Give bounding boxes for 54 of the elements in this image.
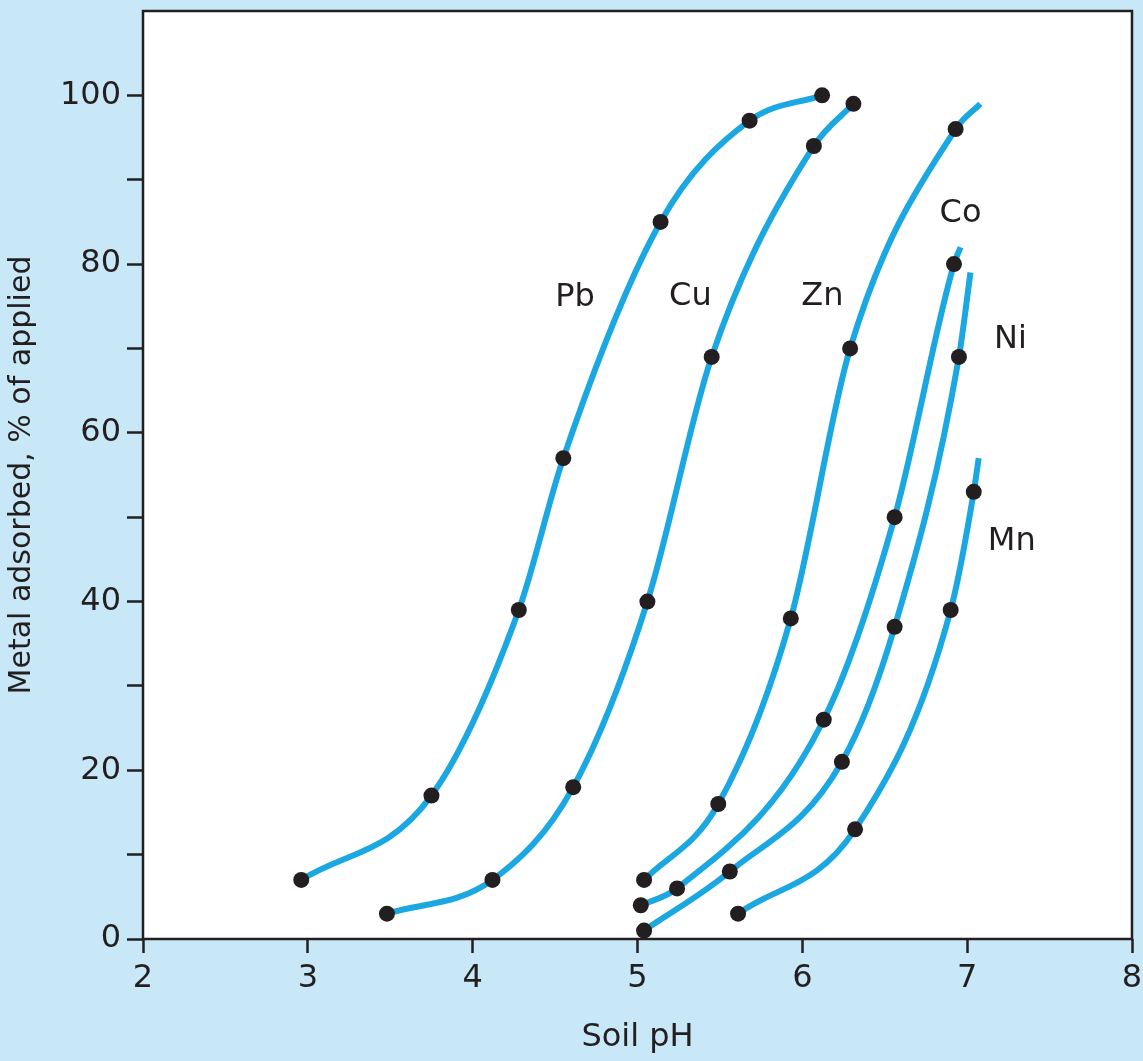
y-tick-label: 20 xyxy=(80,748,121,787)
point xyxy=(710,796,727,813)
point xyxy=(886,618,903,635)
point xyxy=(669,880,686,897)
series-label: Cu xyxy=(669,275,712,314)
point xyxy=(652,213,669,230)
y-tick-label: 0 xyxy=(100,917,121,956)
point xyxy=(945,256,962,273)
point xyxy=(423,787,440,804)
x-tick-label: 7 xyxy=(956,956,978,995)
series-label: Zn xyxy=(801,275,844,314)
point xyxy=(815,711,832,728)
point xyxy=(636,871,653,888)
point xyxy=(741,112,758,129)
series-label: Co xyxy=(939,191,982,230)
series-label: Ni xyxy=(994,317,1027,356)
point xyxy=(842,340,859,357)
y-axis-title: Metal adsorbed, % of applied xyxy=(1,255,37,695)
point xyxy=(942,601,959,618)
point xyxy=(293,871,310,888)
y-tick-label: 80 xyxy=(80,242,121,281)
point xyxy=(782,610,799,627)
series-label: Pb xyxy=(555,275,595,314)
point xyxy=(805,137,822,154)
point xyxy=(639,593,656,610)
point xyxy=(636,922,653,939)
x-tick-label: 6 xyxy=(792,956,813,995)
point xyxy=(814,87,831,104)
y-tick-label: 60 xyxy=(80,411,121,450)
point xyxy=(965,483,982,500)
point xyxy=(845,95,862,112)
x-tick-label: 8 xyxy=(1121,956,1143,995)
y-tick-label: 100 xyxy=(59,73,121,112)
point xyxy=(847,821,864,838)
point xyxy=(632,897,649,914)
point xyxy=(555,450,572,467)
point xyxy=(950,348,967,365)
point xyxy=(886,509,903,526)
x-tick-label: 4 xyxy=(462,956,483,995)
point xyxy=(833,753,850,770)
point xyxy=(484,871,501,888)
x-tick-label: 3 xyxy=(297,956,319,995)
point xyxy=(947,121,964,138)
point xyxy=(565,779,582,796)
x-tick-label: 2 xyxy=(132,956,154,995)
x-tick-label: 5 xyxy=(627,956,648,995)
y-tick-label: 40 xyxy=(80,579,121,618)
series-label: Mn xyxy=(987,520,1036,559)
x-axis-title: Soil pH xyxy=(581,1016,694,1055)
point xyxy=(721,863,738,880)
point xyxy=(510,601,527,618)
point xyxy=(703,348,720,365)
point xyxy=(378,905,395,922)
point xyxy=(730,905,747,922)
